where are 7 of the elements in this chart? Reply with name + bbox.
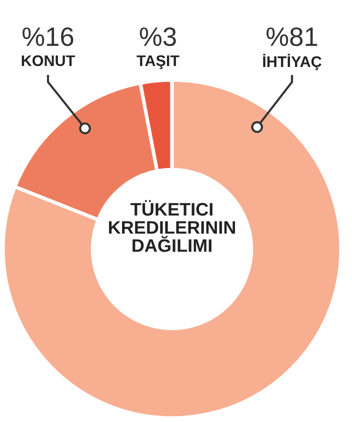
data-label: %81 bbox=[266, 27, 318, 46]
text: TÜKETICI KREDILERININ DAĞILIMI bbox=[109, 200, 235, 252]
slice-label: TAŞIT bbox=[136, 55, 180, 70]
data-label: %16 bbox=[22, 27, 74, 46]
data-label: %3 bbox=[140, 27, 176, 46]
slice-label: KONUT bbox=[22, 55, 75, 66]
slice-label: İHTİYAÇ bbox=[263, 54, 322, 70]
